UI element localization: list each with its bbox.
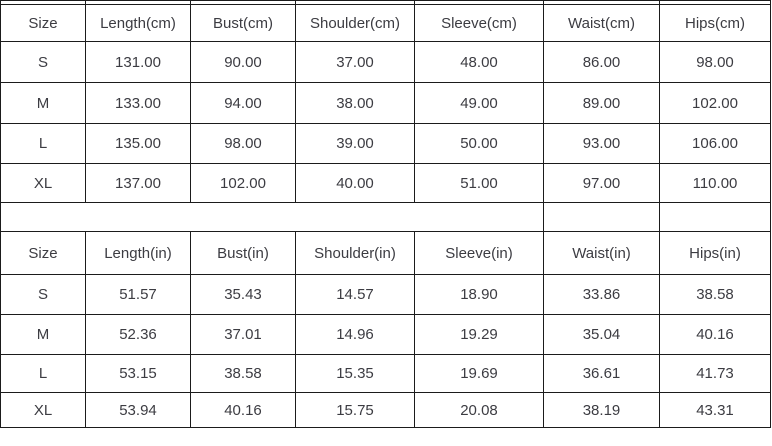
measurement-cell: 36.61 (543, 354, 660, 393)
measurement-cell: 38.58 (190, 354, 296, 393)
measurement-cell: 133.00 (85, 82, 191, 124)
size-label-cell: L (0, 123, 86, 164)
column-header: Size (0, 231, 86, 275)
measurement-cell: 137.00 (85, 163, 191, 203)
table-spacer-row (0, 202, 771, 232)
measurement-cell: 102.00 (659, 82, 771, 124)
size-label-cell: XL (0, 163, 86, 203)
spacer-cell (543, 202, 660, 232)
spacer-cell (0, 202, 544, 232)
measurement-cell: 98.00 (190, 123, 296, 164)
measurement-cell: 53.15 (85, 354, 191, 393)
column-header: Size (0, 4, 86, 42)
measurement-cell: 14.96 (295, 314, 415, 355)
column-header: Hips(cm) (659, 4, 771, 42)
header-row: Size Length(cm) Bust(cm) Shoulder(cm) Sleeve… (0, 4, 771, 42)
measurement-cell: 49.00 (414, 82, 544, 124)
measurement-cell: 90.00 (190, 41, 296, 83)
measurement-cell: 131.00 (85, 41, 191, 83)
measurement-cell: 51.57 (85, 274, 191, 315)
column-header: Shoulder(in) (295, 231, 415, 275)
measurement-cell: 18.90 (414, 274, 544, 315)
measurement-cell: 98.00 (659, 41, 771, 83)
measurement-cell: 94.00 (190, 82, 296, 124)
table-row: XL 53.94 40.16 15.75 20.08 38.19 43.31 (0, 392, 771, 428)
measurement-cell: 19.29 (414, 314, 544, 355)
measurement-cell: 89.00 (543, 82, 660, 124)
measurement-cell: 40.00 (295, 163, 415, 203)
column-header: Length(cm) (85, 4, 191, 42)
measurement-cell: 102.00 (190, 163, 296, 203)
measurement-cell: 106.00 (659, 123, 771, 164)
table-row: L 135.00 98.00 39.00 50.00 93.00 106.00 (0, 123, 771, 164)
header-row: Size Length(in) Bust(in) Shoulder(in) Sleeve… (0, 231, 771, 275)
column-header: Bust(cm) (190, 4, 296, 42)
column-header: Bust(in) (190, 231, 296, 275)
column-header: Waist(in) (543, 231, 660, 275)
measurement-cell: 15.35 (295, 354, 415, 393)
size-label-cell: M (0, 314, 86, 355)
size-label-cell: L (0, 354, 86, 393)
size-label-cell: S (0, 41, 86, 83)
measurement-cell: 15.75 (295, 392, 415, 428)
measurement-cell: 93.00 (543, 123, 660, 164)
measurement-cell: 14.57 (295, 274, 415, 315)
measurement-cell: 20.08 (414, 392, 544, 428)
measurement-cell: 51.00 (414, 163, 544, 203)
column-header: Length(in) (85, 231, 191, 275)
column-header: Hips(in) (659, 231, 771, 275)
column-header: Sleeve(cm) (414, 4, 544, 42)
measurement-cell: 40.16 (190, 392, 296, 428)
measurement-cell: 86.00 (543, 41, 660, 83)
column-header: Waist(cm) (543, 4, 660, 42)
size-label-cell: S (0, 274, 86, 315)
table-row: S 131.00 90.00 37.00 48.00 86.00 98.00 (0, 41, 771, 83)
table-row: XL 137.00 102.00 40.00 51.00 97.00 110.00 (0, 163, 771, 203)
size-chart-table: Size Length(cm) Bust(cm) Shoulder(cm) Sleeve… (0, 0, 771, 428)
measurement-cell: 38.58 (659, 274, 771, 315)
measurement-cell: 52.36 (85, 314, 191, 355)
measurement-cell: 37.01 (190, 314, 296, 355)
column-header: Sleeve(in) (414, 231, 544, 275)
measurement-cell: 53.94 (85, 392, 191, 428)
table-row: S 51.57 35.43 14.57 18.90 33.86 38.58 (0, 274, 771, 315)
measurement-cell: 37.00 (295, 41, 415, 83)
measurement-cell: 110.00 (659, 163, 771, 203)
measurement-cell: 35.43 (190, 274, 296, 315)
measurement-cell: 19.69 (414, 354, 544, 393)
measurement-cell: 48.00 (414, 41, 544, 83)
measurement-cell: 35.04 (543, 314, 660, 355)
measurement-cell: 41.73 (659, 354, 771, 393)
measurement-cell: 38.19 (543, 392, 660, 428)
table-row: L 53.15 38.58 15.35 19.69 36.61 41.73 (0, 354, 771, 393)
measurement-cell: 135.00 (85, 123, 191, 164)
measurement-cell: 39.00 (295, 123, 415, 164)
size-label-cell: XL (0, 392, 86, 428)
column-header: Shoulder(cm) (295, 4, 415, 42)
measurement-cell: 40.16 (659, 314, 771, 355)
size-label-cell: M (0, 82, 86, 124)
measurement-cell: 43.31 (659, 392, 771, 428)
table-row: M 52.36 37.01 14.96 19.29 35.04 40.16 (0, 314, 771, 355)
measurement-cell: 50.00 (414, 123, 544, 164)
measurement-cell: 97.00 (543, 163, 660, 203)
table-row: M 133.00 94.00 38.00 49.00 89.00 102.00 (0, 82, 771, 124)
spacer-cell (659, 202, 771, 232)
measurement-cell: 38.00 (295, 82, 415, 124)
measurement-cell: 33.86 (543, 274, 660, 315)
